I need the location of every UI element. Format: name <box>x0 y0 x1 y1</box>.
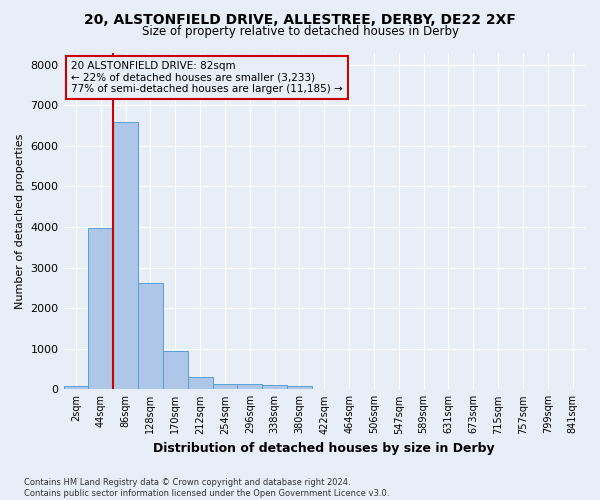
Text: Size of property relative to detached houses in Derby: Size of property relative to detached ho… <box>142 25 458 38</box>
Bar <box>238 384 262 390</box>
Text: 20 ALSTONFIELD DRIVE: 82sqm
← 22% of detached houses are smaller (3,233)
77% of : 20 ALSTONFIELD DRIVE: 82sqm ← 22% of det… <box>71 61 343 94</box>
Bar <box>188 376 212 390</box>
Bar <box>64 386 88 390</box>
Bar <box>113 122 138 390</box>
Bar <box>138 283 163 390</box>
X-axis label: Distribution of detached houses by size in Derby: Distribution of detached houses by size … <box>154 442 495 455</box>
Bar <box>262 386 287 390</box>
Bar <box>287 386 312 390</box>
Bar <box>88 228 113 390</box>
Text: 20, ALSTONFIELD DRIVE, ALLESTREE, DERBY, DE22 2XF: 20, ALSTONFIELD DRIVE, ALLESTREE, DERBY,… <box>84 12 516 26</box>
Y-axis label: Number of detached properties: Number of detached properties <box>15 133 25 308</box>
Bar <box>212 384 238 390</box>
Text: Contains HM Land Registry data © Crown copyright and database right 2024.
Contai: Contains HM Land Registry data © Crown c… <box>24 478 389 498</box>
Bar <box>163 351 188 390</box>
